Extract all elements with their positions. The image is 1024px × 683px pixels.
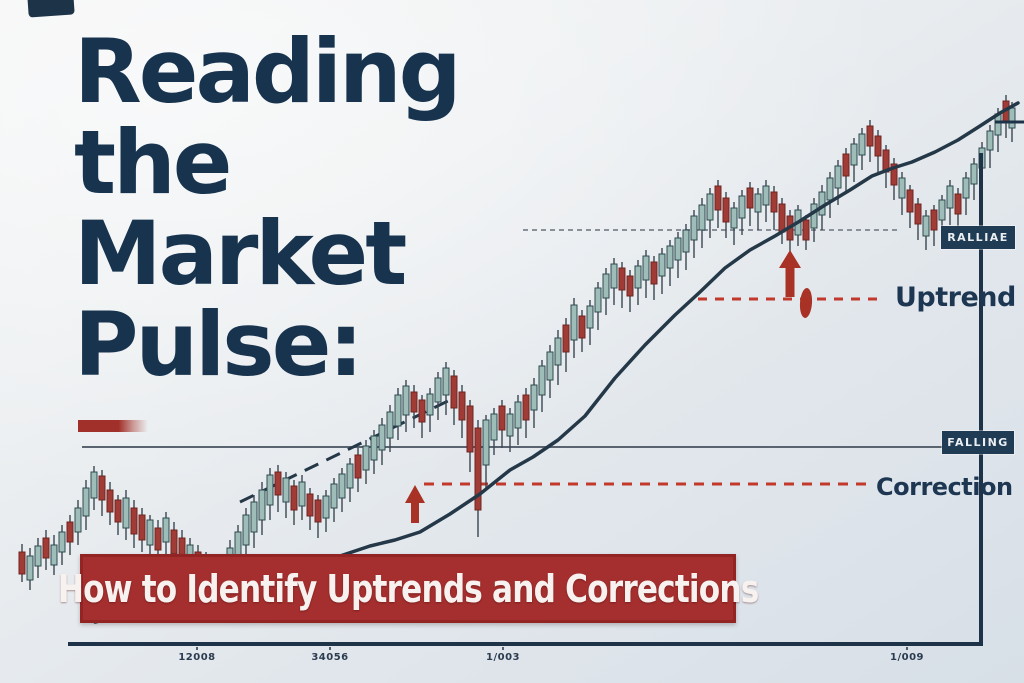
red-marker xyxy=(799,288,813,318)
rally-badge: RALLIAE xyxy=(941,226,1015,249)
uptrend-label: Uptrend xyxy=(895,282,1016,313)
trendline-dashed xyxy=(239,397,453,504)
x-axis-tick-label: 1/009 xyxy=(890,652,924,663)
correction-label: Correction xyxy=(876,473,1013,501)
candles-group xyxy=(18,95,1016,598)
subtitle-banner-text: How to Identify Uptrends and Corrections xyxy=(57,566,759,611)
x-axis-tick-label: 34056 xyxy=(311,652,349,663)
falling-badge: FALLING xyxy=(942,431,1014,454)
x-axis-tick-label: 12008 xyxy=(178,652,216,663)
up-arrow-1 xyxy=(779,250,801,297)
x-axis-tick-label: 1/003 xyxy=(486,652,520,663)
subtitle-banner: How to Identify Uptrends and Corrections xyxy=(58,554,759,623)
page-title: Reading the Market Pulse: xyxy=(74,20,462,396)
up-arrow-2 xyxy=(405,485,425,523)
title-accent-bar xyxy=(78,420,148,432)
